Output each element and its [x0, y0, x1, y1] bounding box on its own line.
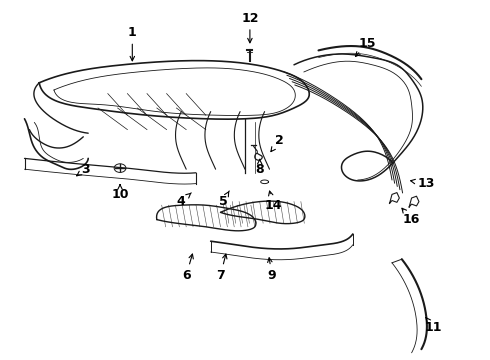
Text: 8: 8 — [255, 163, 264, 176]
Text: 3: 3 — [81, 163, 90, 176]
Text: 2: 2 — [275, 134, 284, 147]
Text: 16: 16 — [403, 213, 420, 226]
Text: 7: 7 — [216, 269, 225, 282]
Text: 4: 4 — [177, 195, 186, 208]
Text: 11: 11 — [425, 321, 442, 334]
Text: 12: 12 — [241, 12, 259, 24]
Text: 13: 13 — [417, 177, 435, 190]
Text: 1: 1 — [128, 26, 137, 39]
Text: 9: 9 — [268, 269, 276, 282]
Text: 14: 14 — [265, 199, 282, 212]
Text: 15: 15 — [359, 37, 376, 50]
Text: 6: 6 — [182, 269, 191, 282]
Text: 10: 10 — [111, 188, 129, 201]
Text: 5: 5 — [219, 195, 227, 208]
